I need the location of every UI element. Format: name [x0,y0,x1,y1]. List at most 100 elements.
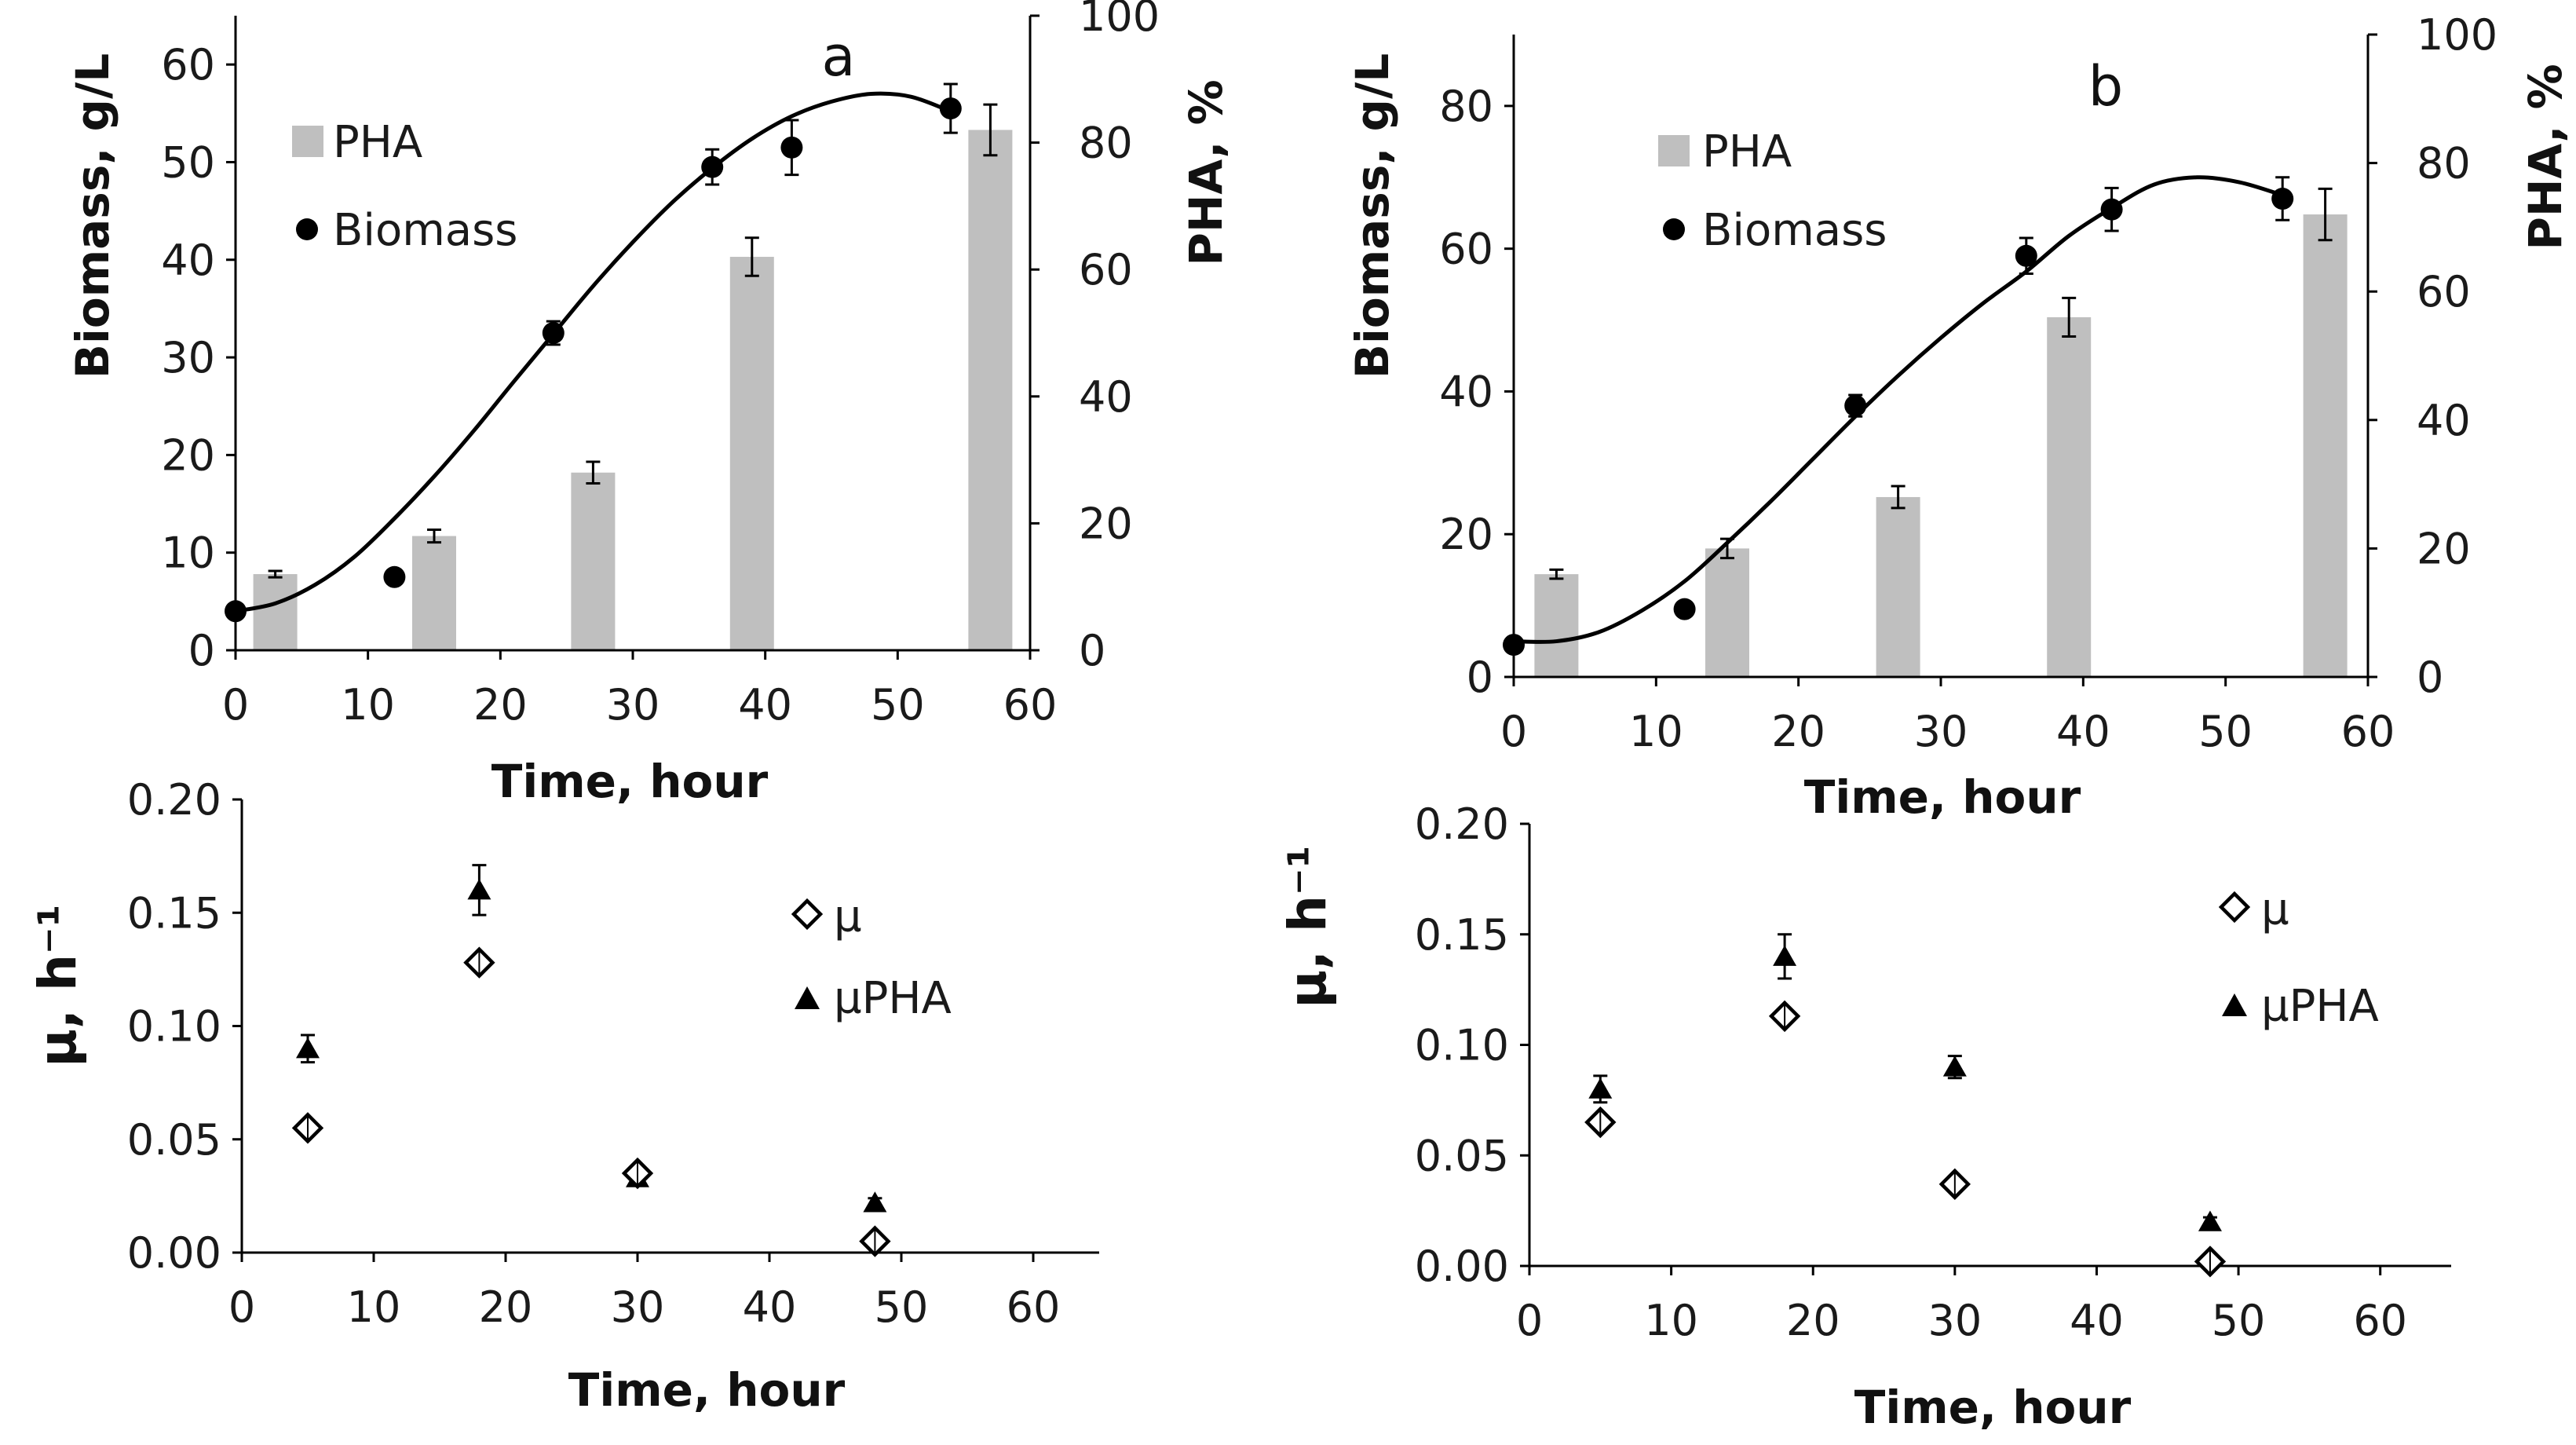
x-tick-label: 50 [2198,707,2253,756]
pha-bar [1534,574,1579,677]
y2-tick-label: 20 [1079,499,1133,548]
mupha-point [863,1191,887,1213]
pha-bar [968,130,1013,650]
y2-tick-label: 40 [2417,396,2471,445]
legend-mu-swatch [791,898,824,931]
x-axis-title: Time, hour [491,755,769,808]
x-tick-label: 10 [347,1282,401,1332]
y-tick-label: 0.10 [1415,1021,1509,1070]
x-tick-label: 20 [1771,707,1825,756]
mupha-point [1588,1077,1613,1099]
y-axis-title: µ, h⁻¹ [1277,845,1338,1008]
y-tick-label: 0.10 [127,1002,221,1052]
x-tick-label: 40 [2056,707,2110,756]
y-tick-label: 40 [1439,367,1493,416]
mupha-point [296,1037,320,1059]
biomass-point [701,155,724,178]
y2-tick-label: 0 [2417,653,2443,702]
legend: PHA Biomass [1658,126,1887,256]
y-tick-label: 0.15 [1415,910,1509,960]
legend-mu-label: µ [2261,884,2289,935]
y2-tick-label: 100 [2417,10,2497,60]
y-tick-label: 0.20 [1415,799,1509,849]
mupha-point [467,879,491,900]
x-axis-title: Time, hour [568,1363,846,1417]
biomass-point [225,600,247,623]
pha-bar [2047,316,2092,677]
y-tick-label: 0.00 [127,1228,221,1278]
x-tick-label: 10 [341,680,395,730]
y2-tick-label: 60 [1079,245,1133,294]
y-tick-label: 50 [161,137,215,187]
fit-curve [1513,175,2283,644]
pha-bar [2303,214,2348,677]
biomass-point [1844,394,1867,417]
pha-bar [253,574,298,650]
biomass-point [2100,198,2123,221]
x-tick-label: 30 [611,1282,665,1332]
y-tick-label: 0.05 [1415,1131,1509,1180]
x-tick-label: 0 [228,1282,255,1332]
y-tick-label: 0.20 [127,775,221,825]
y-axis-title: µ, h⁻¹ [27,904,88,1066]
pha-bar [571,472,616,650]
legend-mu-label: µ [834,891,862,942]
x-tick-label: 10 [1629,707,1683,756]
biomass-point [939,97,962,120]
x-tick-label: 60 [2341,707,2395,756]
biomass-point [780,136,803,159]
y2-tick-label: 20 [2417,524,2471,573]
y2-tick-label: 40 [1079,372,1133,422]
biomass-point [383,565,406,588]
legend: µ µPHA [2218,884,2379,1032]
mupha-point [1942,1055,1967,1077]
y2-tick-label: 100 [1079,0,1160,41]
panel-label: b [2088,54,2123,119]
biomass-point [542,322,565,344]
legend-point-label: Biomass [1702,205,1887,256]
biomass-point [2015,244,2037,267]
legend-bar-label: PHA [1702,126,1792,177]
x-tick-label: 30 [606,680,660,730]
y2-tick-label: 80 [1079,119,1133,168]
legend: µ µPHA [791,891,952,1024]
y-tick-label: 0.05 [127,1115,221,1165]
biomass-point [1503,634,1525,657]
y-tick-label: 0 [1467,653,1493,702]
y-tick-label: 80 [1439,82,1493,131]
legend-bar-swatch [292,126,323,157]
x-tick-label: 0 [1516,1296,1543,1345]
y2-axis-title: PHA, % [2519,64,2572,250]
y2-axis-title: PHA, % [1179,79,1233,265]
x-tick-label: 30 [1914,707,1968,756]
y2-tick-label: 0 [1079,626,1105,675]
y-tick-label: 40 [161,236,215,285]
legend-mupha-label: µPHA [2261,981,2379,1032]
x-axis-title: Time, hour [1804,770,2081,824]
y-tick-label: 10 [161,529,215,578]
y-tick-label: 30 [161,333,215,382]
panel-a-growth-rate-chart: µ, h⁻¹ Time, hour µ µPHA 0 10 20 30 40 50 60 0.… [27,775,1099,1417]
x-tick-label: 10 [1644,1296,1698,1345]
biomass-point [2271,188,2294,210]
y-tick-label: 60 [161,40,215,90]
x-tick-label: 60 [2353,1296,2407,1345]
mupha-point [1773,945,1797,966]
x-tick-label: 50 [2212,1296,2266,1345]
pha-bar [1705,548,1749,677]
x-axis-title: Time, hour [1854,1381,2132,1434]
y-tick-label: 20 [1439,510,1493,559]
legend-bar-swatch [1658,135,1690,166]
x-tick-label: 40 [743,1282,797,1332]
panel-b-growth-rate-chart: µ, h⁻¹ Time, hour µ µPHA 0 10 20 30 40 50 60 0.… [1277,799,2451,1434]
pha-bar [1876,496,1920,677]
y-tick-label: 0.15 [127,888,221,938]
y-axis-title: Biomass, g/L [1346,53,1399,379]
x-tick-label: 60 [1003,680,1058,730]
y-axis-title: Biomass, g/L [66,53,119,379]
panel-b-biomass-chart: b Biomass, g/L PHA, % Time, hour PHA Bio… [1346,10,2572,824]
legend-point-label: Biomass [333,205,517,256]
legend-point-swatch [296,218,318,240]
